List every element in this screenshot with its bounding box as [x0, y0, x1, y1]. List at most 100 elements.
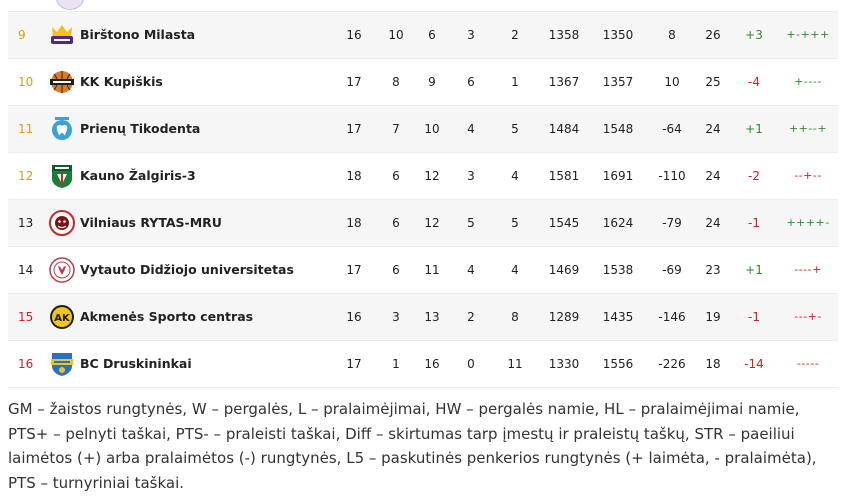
table-row[interactable]: 15 AK Akmenės Sporto centras 16 3 13 2 8 1289 143… [8, 294, 838, 341]
points-scored-cell: 1545 [548, 216, 580, 230]
rank-cell: 12 [18, 169, 34, 183]
streak-cell: +3 [745, 28, 763, 42]
rank-cell: 15 [18, 310, 34, 324]
home-wins-cell: 0 [467, 357, 475, 371]
losses-cell: 11 [424, 263, 440, 277]
home-losses-cell: 4 [511, 169, 519, 183]
home-wins-cell: 4 [467, 263, 475, 277]
akmene-logo: AK [48, 303, 76, 331]
point-diff-cell: -69 [662, 263, 682, 277]
team-name[interactable]: Vytauto Didžiojo universitetas [80, 262, 294, 277]
last-five-cell: +---- [794, 75, 822, 88]
points-allowed-cell: 1357 [602, 75, 634, 89]
home-losses-cell: 1 [511, 75, 519, 89]
streak-cell: -4 [748, 75, 760, 89]
games-played-cell: 16 [346, 310, 362, 324]
streak-cell: -2 [748, 169, 760, 183]
losses-cell: 6 [428, 28, 436, 42]
point-diff-cell: 10 [664, 75, 680, 89]
zalgiris-logo [48, 162, 76, 190]
svg-text:AK: AK [54, 313, 71, 324]
team-name[interactable]: Kauno Žalgiris-3 [80, 168, 196, 183]
games-played-cell: 17 [346, 263, 362, 277]
losses-cell: 12 [424, 216, 440, 230]
points-allowed-cell: 1435 [602, 310, 634, 324]
games-played-cell: 18 [346, 216, 362, 230]
wins-cell: 10 [388, 28, 404, 42]
rank-cell: 11 [18, 122, 34, 136]
team-name[interactable]: Akmenės Sporto centras [80, 309, 254, 324]
point-diff-cell: -226 [658, 357, 686, 371]
table-row[interactable]: 14 Vytauto Didžiojo universitetas 17 6 11 4 4 1… [8, 247, 838, 294]
home-wins-cell: 2 [467, 310, 475, 324]
games-played-cell: 17 [346, 75, 362, 89]
losses-cell: 16 [424, 357, 440, 371]
point-diff-cell: -110 [658, 169, 686, 183]
wins-cell: 6 [392, 169, 400, 183]
last-five-cell: ----+ [794, 263, 822, 276]
table-row[interactable]: 9 Birštono Milasta 16 10 6 3 2 1358 1350 8 26 +3 +-+… [8, 12, 838, 59]
streak-cell: -1 [748, 310, 760, 324]
rytas-logo [48, 209, 76, 237]
wins-cell: 6 [392, 216, 400, 230]
team-name[interactable]: Prienų Tikodenta [80, 121, 201, 136]
points-scored-cell: 1469 [548, 263, 580, 277]
wins-cell: 8 [392, 75, 400, 89]
home-wins-cell: 3 [467, 169, 475, 183]
points-allowed-cell: 1538 [602, 263, 634, 277]
standings-table: 9 Birštono Milasta 16 10 6 3 2 1358 1350 8 26 +3 +-+… [8, 0, 838, 388]
point-diff-cell: -146 [658, 310, 686, 324]
tikodenta-logo [48, 115, 76, 143]
games-played-cell: 17 [346, 122, 362, 136]
home-wins-cell: 4 [467, 122, 475, 136]
rank-cell: 16 [18, 357, 34, 371]
last-five-cell: ---+- [794, 310, 822, 323]
losses-cell: 9 [428, 75, 436, 89]
points-scored-cell: 1330 [548, 357, 580, 371]
streak-cell: -1 [748, 216, 760, 230]
point-diff-cell: -79 [662, 216, 682, 230]
kupiskis-logo [48, 68, 76, 96]
team-name[interactable]: KK Kupiškis [80, 74, 163, 89]
wins-cell: 3 [392, 310, 400, 324]
team-name[interactable]: Birštono Milasta [80, 27, 196, 42]
team-logo-icon [56, 0, 84, 10]
points-scored-cell: 1367 [548, 75, 580, 89]
rank-cell: 10 [18, 75, 34, 89]
home-losses-cell: 2 [511, 28, 519, 42]
table-row[interactable]: 11 Prienų Tikodenta 17 7 10 4 5 1484 1548 -64 24 +1… [8, 106, 838, 153]
rank-cell: 13 [18, 216, 34, 230]
rank-cell: 9 [18, 28, 26, 42]
wins-cell: 1 [392, 357, 400, 371]
losses-cell: 12 [424, 169, 440, 183]
table-row[interactable]: 16 BC Druskininkai 17 1 16 0 11 1330 1556 -226 18 -… [8, 341, 838, 388]
table-row[interactable]: 13 Vilniaus RYTAS-MRU 18 6 12 5 5 1545 1624 -79 24… [8, 200, 838, 247]
previous-row-edge [8, 0, 838, 12]
home-losses-cell: 4 [511, 263, 519, 277]
home-losses-cell: 5 [511, 216, 519, 230]
games-played-cell: 18 [346, 169, 362, 183]
standing-points-cell: 24 [705, 216, 721, 230]
home-wins-cell: 3 [467, 28, 475, 42]
home-losses-cell: 8 [511, 310, 519, 324]
last-five-cell: ----- [796, 357, 820, 370]
home-losses-cell: 11 [507, 357, 523, 371]
games-played-cell: 16 [346, 28, 362, 42]
table-row[interactable]: 10 KK Kupiškis 17 8 9 6 1 1367 1357 10 25 -4 +---- [8, 59, 838, 106]
team-name[interactable]: BC Druskininkai [80, 356, 192, 371]
standing-points-cell: 24 [705, 122, 721, 136]
legend-footnote: GM – žaistos rungtynės, W – pergalės, L … [8, 400, 817, 492]
standing-points-cell: 24 [705, 169, 721, 183]
streak-cell: -14 [744, 357, 764, 371]
standing-points-cell: 26 [705, 28, 721, 42]
last-five-cell: ++--+ [788, 122, 828, 135]
points-scored-cell: 1358 [548, 28, 580, 42]
points-allowed-cell: 1624 [602, 216, 634, 230]
table-row[interactable]: 12 Kauno Žalgiris-3 18 6 12 3 4 1581 1691 -110 24 -… [8, 153, 838, 200]
team-name[interactable]: Vilniaus RYTAS-MRU [80, 215, 222, 230]
standing-points-cell: 18 [705, 357, 721, 371]
last-five-cell: ++++- [786, 216, 830, 229]
druskininkai-logo [48, 350, 76, 378]
streak-cell: +1 [745, 122, 763, 136]
home-wins-cell: 5 [467, 216, 475, 230]
